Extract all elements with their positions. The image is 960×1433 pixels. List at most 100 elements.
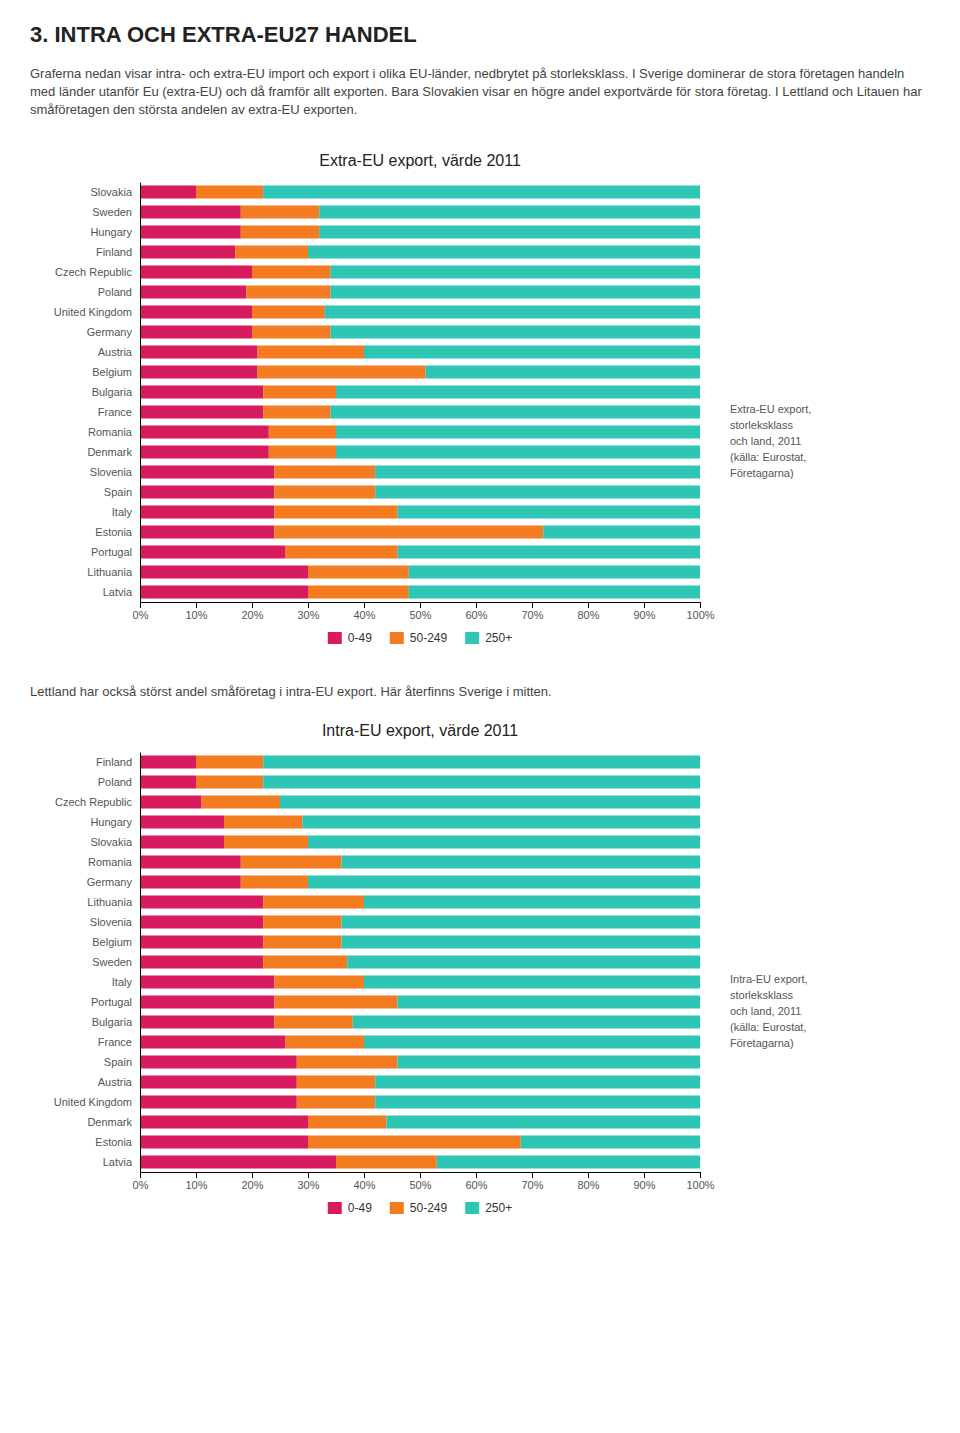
bar [342, 856, 700, 869]
bar [241, 856, 342, 869]
legend-label: 50-249 [410, 631, 448, 645]
bar [140, 246, 235, 259]
tick: Italy [112, 976, 133, 988]
tick-label: 10% [185, 1179, 207, 1191]
bar [258, 366, 426, 379]
bar [330, 286, 700, 299]
legend-swatch [465, 632, 479, 644]
bar [140, 1096, 297, 1109]
tick-label: Spain [104, 1056, 132, 1068]
bar [342, 916, 700, 929]
bar [140, 546, 286, 559]
tick-label: Sweden [92, 956, 132, 968]
bars [140, 186, 700, 599]
page: 3. INTRA OCH EXTRA-EU27 HANDELGraferna n… [0, 0, 960, 1433]
tick-mark [252, 1172, 253, 1178]
legend-label: 250+ [485, 631, 512, 645]
bar [224, 816, 302, 829]
bar [274, 466, 375, 479]
bar [196, 186, 263, 199]
y-axis: SlovakiaSwedenHungaryFinlandCzech Republ… [54, 183, 141, 603]
text-line: (källa: Eurostat, [730, 1021, 806, 1033]
tick-mark [700, 1172, 701, 1178]
text-line: och land, 2011 [730, 1005, 801, 1017]
tick: Austria [98, 346, 133, 358]
tick: Estonia [95, 1136, 133, 1148]
bar [274, 976, 364, 989]
tick-label: Latvia [103, 586, 133, 598]
tick-label: 20% [241, 609, 263, 621]
bar [409, 586, 700, 599]
tick: 50% [409, 602, 431, 621]
bar [140, 896, 263, 909]
bar [269, 446, 336, 459]
tick: Sweden [92, 206, 132, 218]
tick: Latvia [103, 1156, 133, 1168]
text-line: storleksklass [730, 419, 793, 431]
tick: 100% [686, 602, 714, 621]
tick-label: Poland [98, 286, 132, 298]
tick-label: Austria [98, 346, 133, 358]
legend-swatch [390, 632, 404, 644]
tick: Germany [87, 326, 133, 338]
bar [252, 306, 325, 319]
bar [140, 1116, 308, 1129]
legend-item: 0-49 [328, 631, 372, 645]
bar [274, 506, 397, 519]
bar [196, 776, 263, 789]
bar [140, 326, 252, 339]
bar [308, 566, 409, 579]
bar [308, 1136, 521, 1149]
bar [140, 1136, 308, 1149]
bar [521, 1136, 700, 1149]
tick-label: Latvia [103, 1156, 133, 1168]
bar [140, 306, 252, 319]
bar [308, 246, 700, 259]
tick-label: Germany [87, 876, 133, 888]
bar [269, 426, 336, 439]
tick: 80% [577, 1172, 599, 1191]
tick-label: 100% [686, 1179, 714, 1191]
bar [364, 896, 700, 909]
text-line: Företagarna) [730, 1037, 794, 1049]
bar [336, 1156, 437, 1169]
bar [140, 226, 241, 239]
bar [263, 776, 700, 789]
text-line: Graferna nedan visar intra- och extra-EU… [30, 66, 904, 81]
tick-label: France [98, 1036, 132, 1048]
bar [140, 796, 202, 809]
tick-label: Bulgaria [92, 1016, 133, 1028]
bar [140, 566, 308, 579]
tick-label: 60% [465, 609, 487, 621]
bar [263, 406, 330, 419]
tick-label: Bulgaria [92, 386, 133, 398]
tick-label: 10% [185, 609, 207, 621]
tick-label: Romania [88, 856, 133, 868]
tick-label: Denmark [87, 446, 132, 458]
bar [140, 466, 274, 479]
bar [241, 226, 319, 239]
bar [330, 326, 700, 339]
tick: Romania [88, 856, 133, 868]
legend-label: 250+ [485, 1201, 512, 1215]
bar [140, 816, 224, 829]
tick-mark [700, 602, 701, 608]
tick: 60% [465, 1172, 487, 1191]
tick: 20% [241, 1172, 263, 1191]
tick: Slovakia [90, 836, 132, 848]
tick-mark [588, 602, 589, 608]
bar [140, 1016, 274, 1029]
bar [274, 526, 543, 539]
bar [252, 326, 330, 339]
tick-label: 0% [133, 609, 149, 621]
tick: Portugal [91, 546, 132, 558]
legend: 0-4950-249250+ [328, 1201, 512, 1215]
tick-label: Austria [98, 1076, 133, 1088]
bar [140, 426, 269, 439]
bar [140, 976, 274, 989]
bar [336, 386, 700, 399]
bar [375, 486, 700, 499]
tick-mark [364, 1172, 365, 1178]
bar [263, 186, 700, 199]
tick: Slovenia [90, 916, 133, 928]
